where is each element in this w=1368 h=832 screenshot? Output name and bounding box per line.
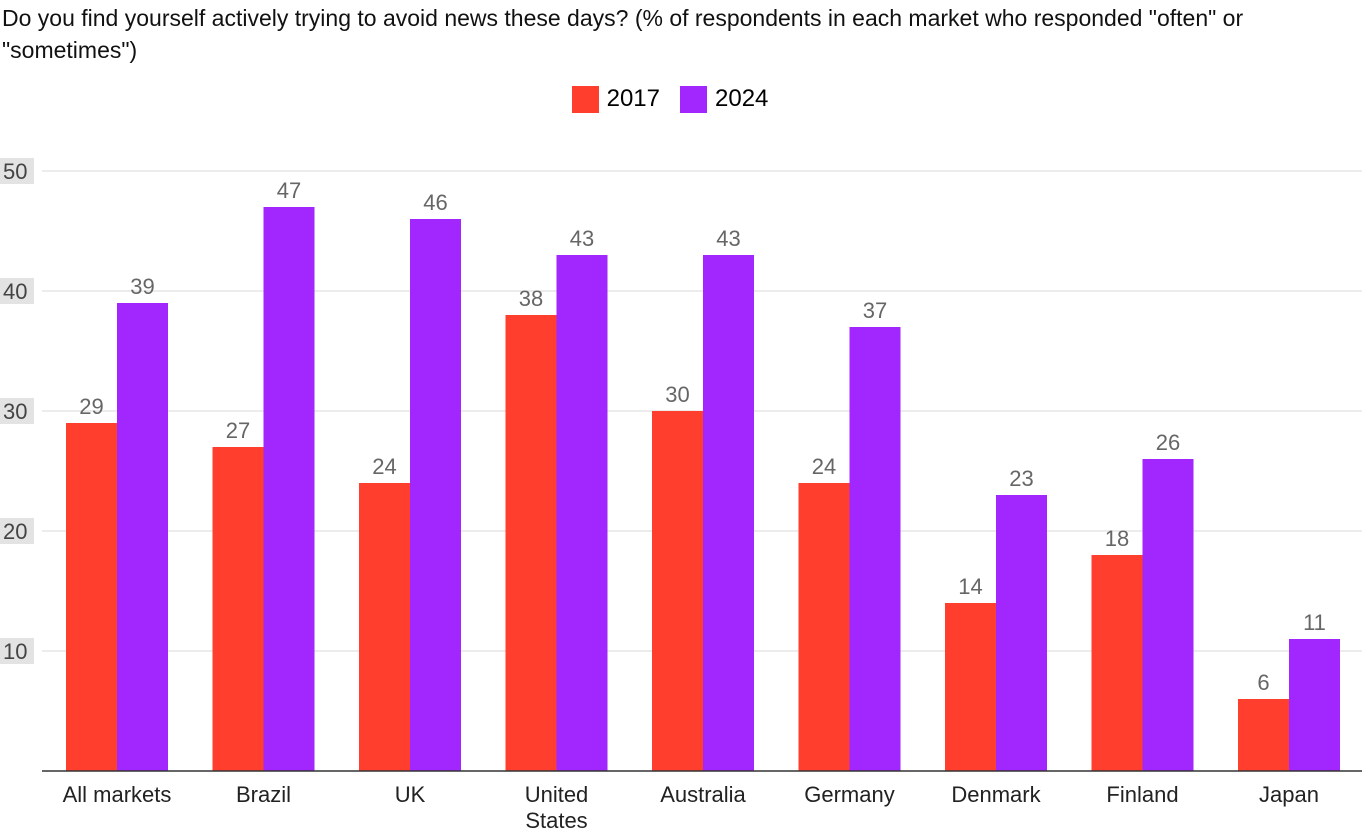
- x-tick-label-line: Finland: [1106, 782, 1178, 807]
- bar-2024-8: [1289, 639, 1340, 771]
- data-label-2017-1: 27: [226, 418, 250, 443]
- bar-2017-1: [212, 447, 264, 771]
- chart-legend: 2017 2024: [0, 85, 1340, 113]
- bar-2017-3: [505, 315, 557, 771]
- legend-swatch-2017: [571, 85, 599, 113]
- chart-title: Do you find yourself actively trying to …: [2, 5, 1244, 63]
- data-label-2024-7: 26: [1156, 430, 1180, 455]
- x-tick-label-6: Denmark: [951, 782, 1041, 807]
- bar-2017-6: [945, 603, 996, 771]
- y-tick-bg-40: [0, 278, 34, 304]
- bar-2017-2: [359, 483, 410, 771]
- bar-2024-2: [410, 219, 461, 771]
- data-label-2024-8: 11: [1303, 610, 1326, 635]
- data-label-2017-4: 30: [665, 382, 689, 407]
- bar-2017-0: [66, 423, 117, 771]
- x-tick-label-line: Denmark: [951, 782, 1041, 807]
- x-tick-label-7: Finland: [1106, 782, 1178, 807]
- legend-label-2024: 2024: [715, 85, 769, 112]
- data-label-2024-6: 23: [1009, 466, 1033, 491]
- legend-swatch-2024: [680, 85, 707, 113]
- x-tick-label-2: UK: [395, 782, 426, 807]
- x-tick-label-0: All markets: [63, 782, 172, 807]
- legend-item-2024: 2024: [680, 85, 768, 113]
- x-tick-label-line: Brazil: [236, 782, 291, 807]
- data-label-2024-2: 46: [423, 190, 447, 215]
- data-label-2024-0: 39: [130, 274, 154, 299]
- x-tick-label-line: States: [525, 808, 587, 832]
- y-tick-label-20: 20: [3, 519, 27, 544]
- bar-2017-5: [798, 483, 850, 771]
- x-tick-label-4: Australia: [660, 782, 746, 807]
- bar-2024-3: [556, 255, 608, 771]
- legend-item-2017: 2017: [571, 85, 660, 113]
- data-label-2024-4: 43: [716, 226, 740, 251]
- bar-2024-4: [703, 255, 754, 771]
- x-tick-label-line: All markets: [63, 782, 172, 807]
- data-label-2024-1: 47: [277, 178, 301, 203]
- y-tick-bg-20: [0, 518, 34, 544]
- y-tick-bg-30: [0, 398, 34, 424]
- bar-2024-6: [996, 495, 1047, 771]
- y-tick-label-10: 10: [3, 639, 27, 664]
- y-tick-bg-50: [0, 158, 34, 184]
- data-label-2024-5: 37: [863, 298, 887, 323]
- bar-2024-7: [1142, 459, 1194, 771]
- bar-2017-8: [1238, 699, 1289, 771]
- data-label-2017-5: 24: [812, 454, 836, 479]
- data-label-2017-6: 14: [958, 574, 982, 599]
- data-label-2017-8: 6: [1257, 670, 1269, 695]
- data-label-2017-2: 24: [372, 454, 396, 479]
- x-tick-label-1: Brazil: [236, 782, 291, 807]
- legend-label-2017: 2017: [606, 85, 660, 112]
- x-tick-label-line: Germany: [804, 782, 894, 807]
- y-tick-bg-10: [0, 638, 34, 664]
- data-label-2017-7: 18: [1105, 526, 1129, 551]
- data-label-2024-3: 43: [570, 226, 594, 251]
- x-tick-label-line: UK: [395, 782, 426, 807]
- x-tick-label-5: Germany: [804, 782, 894, 807]
- x-tick-label-line: Australia: [660, 782, 746, 807]
- bar-2017-4: [652, 411, 703, 771]
- bar-2024-1: [263, 207, 315, 771]
- bar-2017-7: [1091, 555, 1143, 771]
- x-tick-label-line: Japan: [1259, 782, 1319, 807]
- x-tick-label-line: United: [525, 782, 589, 807]
- y-tick-label-30: 30: [3, 399, 27, 424]
- y-tick-label-40: 40: [3, 279, 27, 304]
- bar-2024-0: [117, 303, 168, 771]
- y-tick-label-50: 50: [3, 159, 27, 184]
- data-label-2017-0: 29: [79, 394, 103, 419]
- x-tick-label-3: United States: [525, 782, 589, 832]
- data-label-2017-3: 38: [519, 286, 543, 311]
- x-tick-label-8: Japan: [1259, 782, 1319, 807]
- bar-2024-5: [849, 327, 901, 771]
